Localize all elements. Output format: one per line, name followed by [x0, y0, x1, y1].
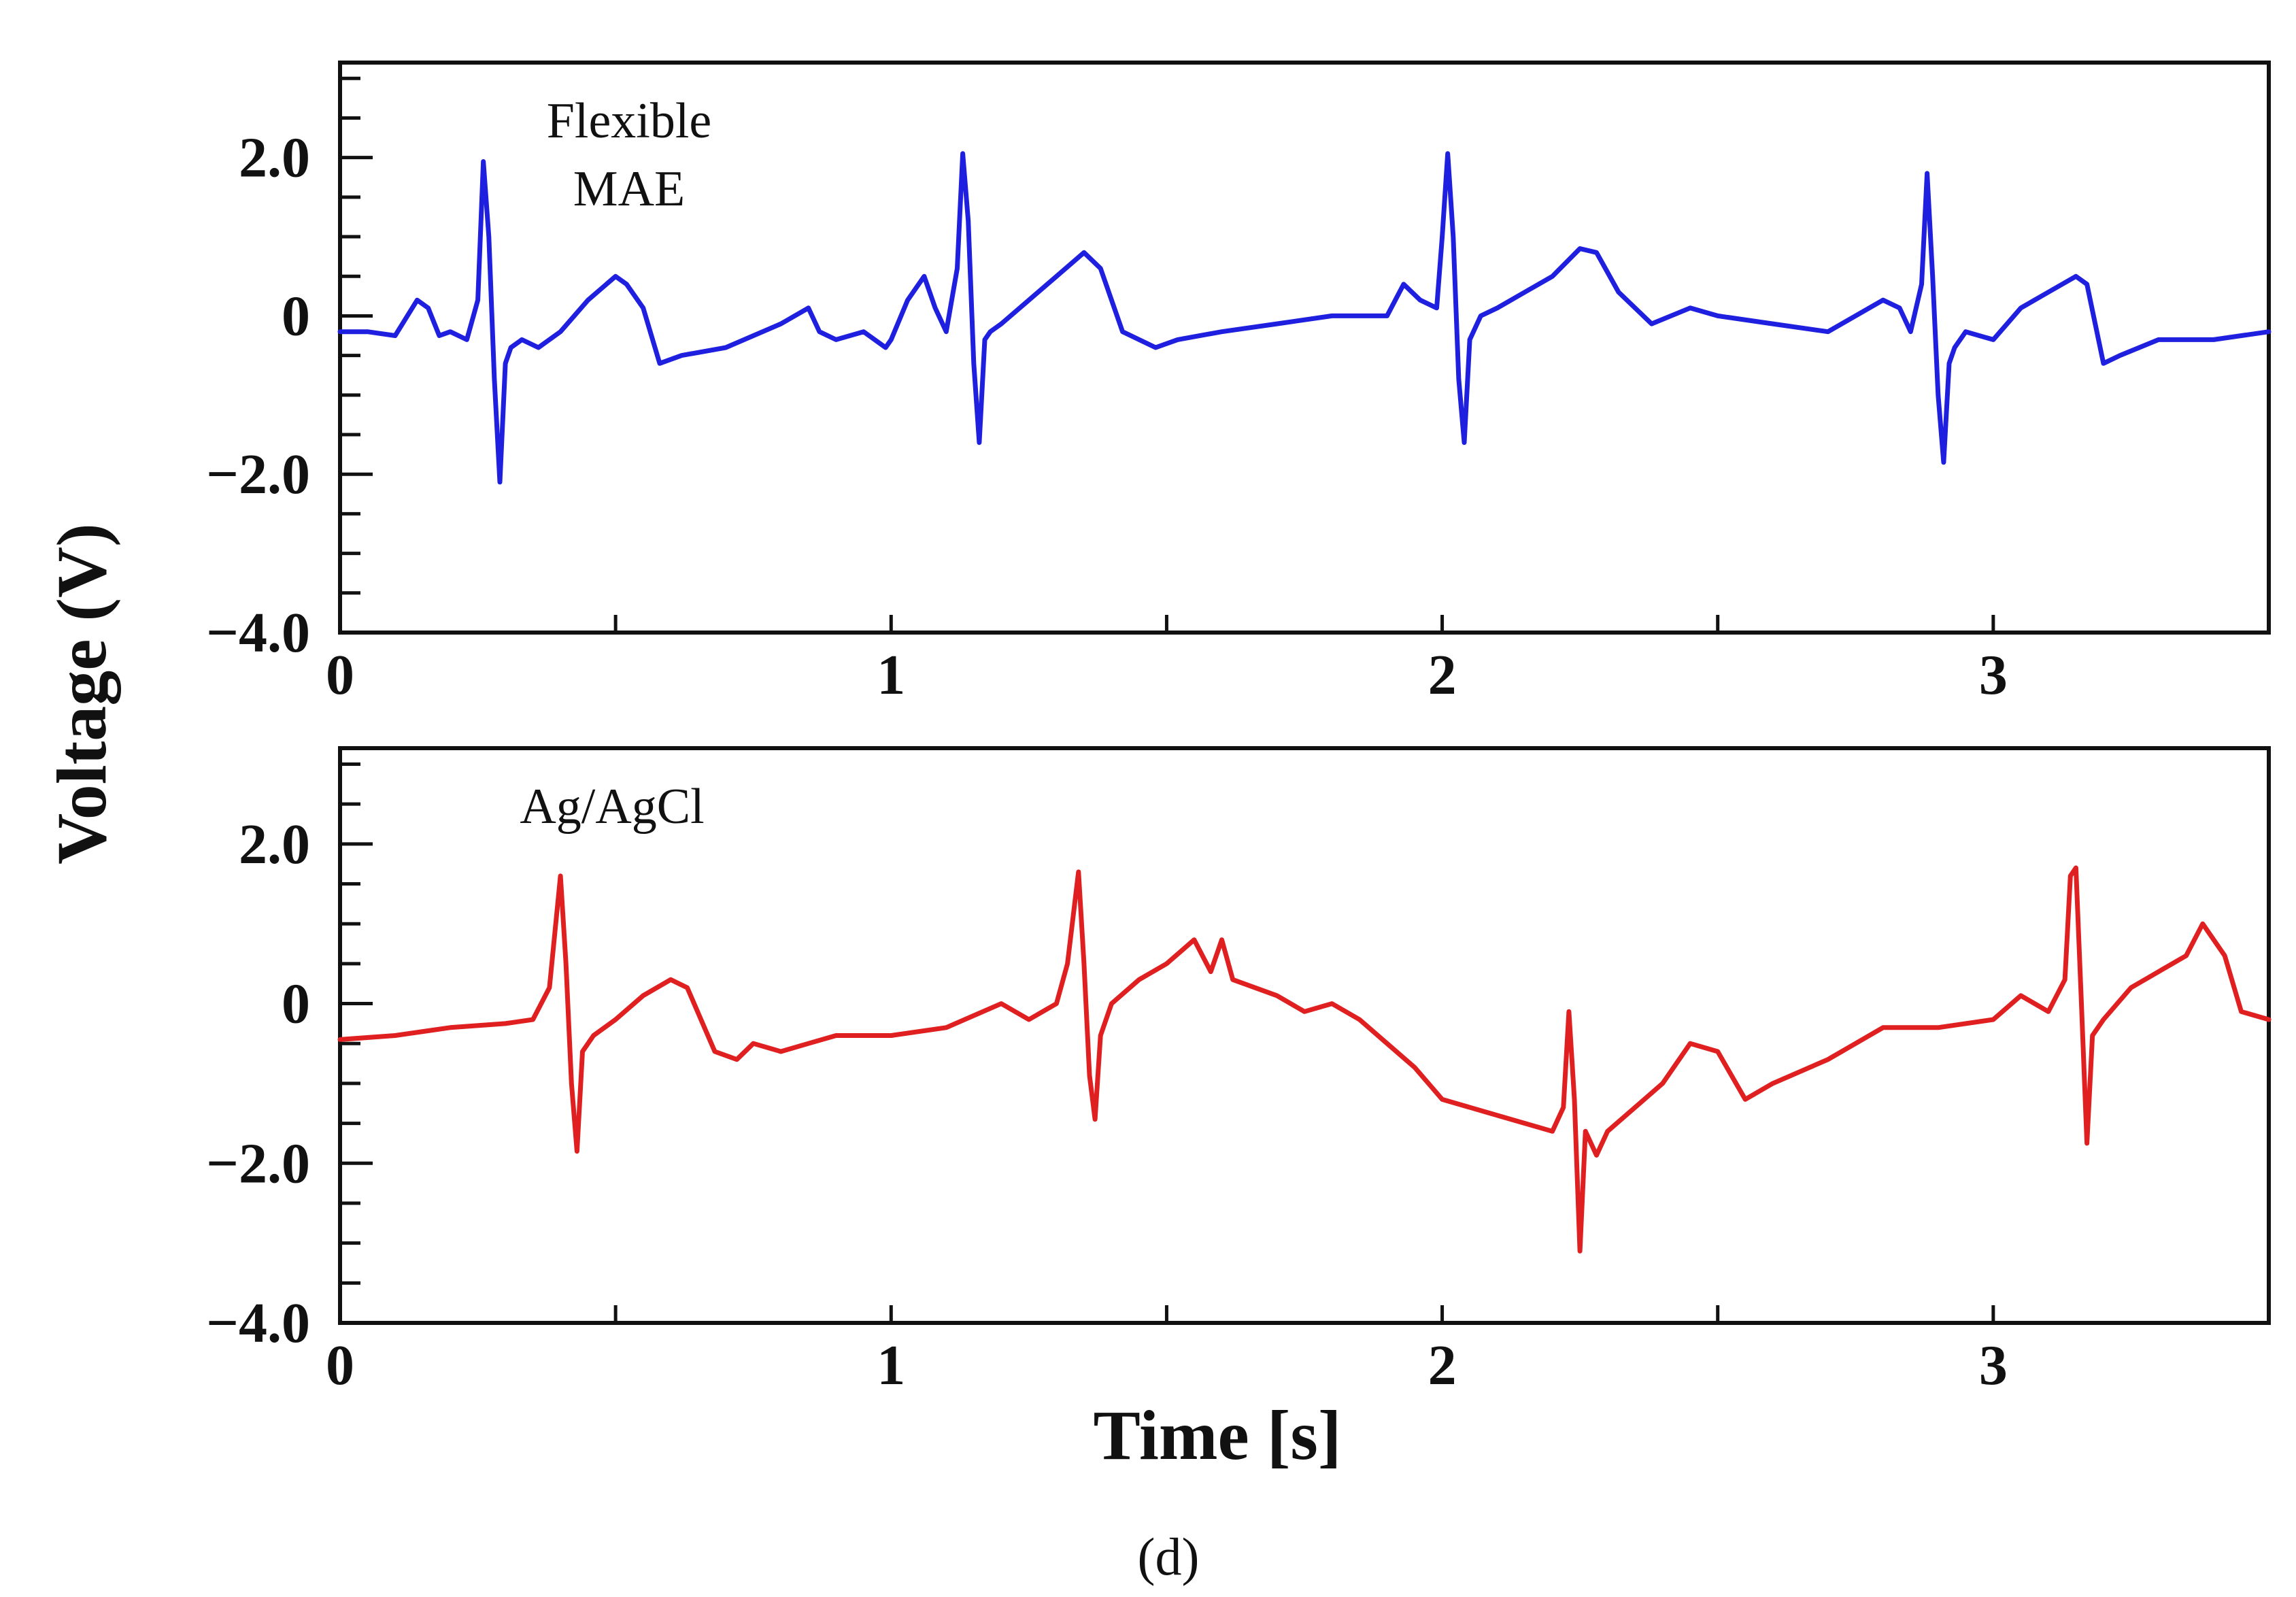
x-tick-label: 0 — [326, 1334, 354, 1397]
figure-label: (d) — [1138, 1527, 1200, 1586]
series-annotation-line1: Flexible — [547, 93, 712, 149]
x-tick-label: 3 — [1979, 1334, 2008, 1397]
plot-frame — [338, 61, 2271, 635]
y-tick-label: −4.0 — [206, 601, 310, 665]
series-line-flexible-mae — [337, 151, 2272, 485]
plot-frame — [338, 746, 2271, 1325]
y-tick-label: −4.0 — [206, 1292, 310, 1355]
x-tick-label: 2 — [1428, 643, 1457, 707]
panel-flexible-mae: 2.0 0 −2.0 −4.0 0 1 2 3 Flexible MAE — [206, 61, 2272, 707]
series-annotation-line2: MAE — [573, 161, 685, 217]
y-tick-label: −2.0 — [206, 1132, 310, 1195]
x-tick-labels: 0 1 2 3 — [326, 1334, 2008, 1397]
y-tick-label: 2.0 — [239, 127, 310, 190]
x-tick-label: 0 — [326, 643, 354, 707]
y-tick-label: −2.0 — [206, 443, 310, 506]
x-axis-title: Time [s] — [1094, 1396, 1342, 1475]
x-tick-label: 3 — [1979, 643, 2008, 707]
y-tick-labels: 2.0 0 −2.0 −4.0 — [206, 127, 310, 665]
series-annotation: Ag/AgCl — [520, 779, 704, 835]
y-minor-ticks — [338, 76, 2271, 635]
y-tick-label: 2.0 — [239, 813, 310, 876]
x-tick-labels: 0 1 2 3 — [326, 643, 2008, 707]
x-tick-label: 2 — [1428, 1334, 1457, 1397]
x-tick-label: 1 — [877, 1334, 905, 1397]
x-tick-label: 1 — [877, 643, 905, 707]
panel-ag-agcl: 2.0 0 −2.0 −4.0 0 1 2 3 Ag/AgCl — [206, 746, 2272, 1397]
y-tick-labels: 2.0 0 −2.0 −4.0 — [206, 813, 310, 1355]
y-tick-label: 0 — [282, 973, 310, 1036]
y-tick-label: 0 — [282, 284, 310, 348]
y-minor-ticks — [338, 762, 2271, 1325]
y-axis-title: Voltage (V) — [43, 523, 121, 864]
series-line-ag-agcl — [337, 865, 2272, 1254]
